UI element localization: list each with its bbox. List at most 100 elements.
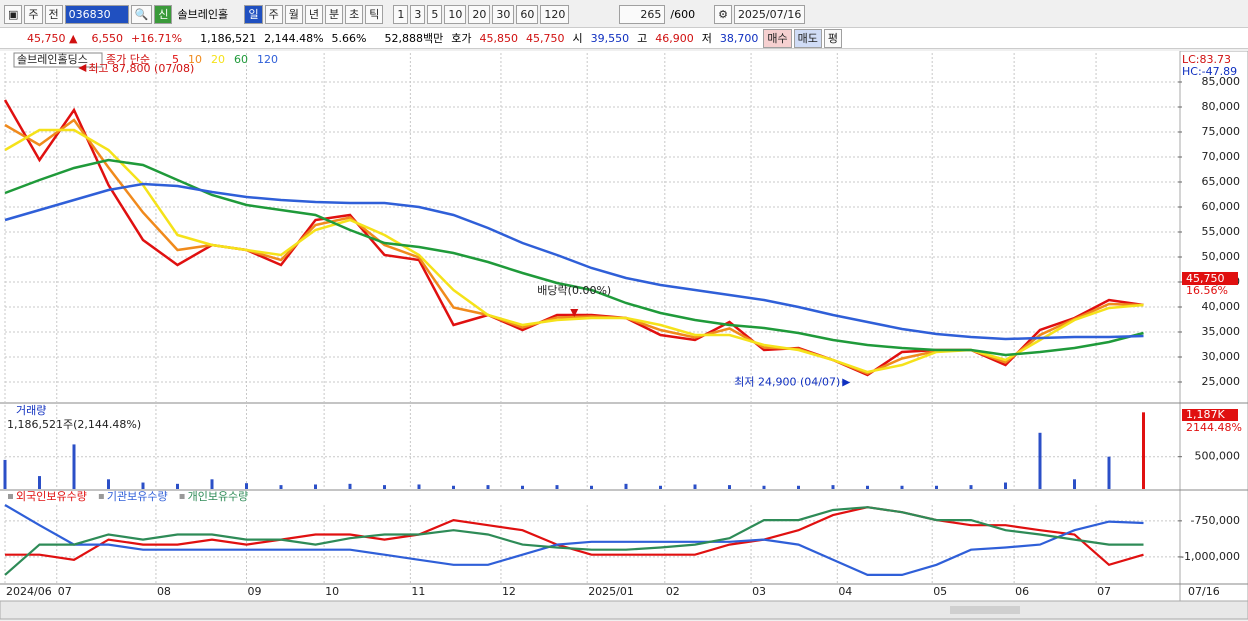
y-tick-label: 35,000 xyxy=(1202,325,1241,338)
series-line xyxy=(4,504,1144,576)
volume-bar xyxy=(417,484,421,489)
scrollbar[interactable] xyxy=(0,600,1248,620)
series-line xyxy=(4,158,1144,357)
y-tick-label: 60,000 xyxy=(1202,200,1241,213)
stock-name: 솔브레인홀 xyxy=(177,8,229,21)
plot-bg xyxy=(0,51,1248,601)
legend-item: 120 xyxy=(257,53,278,66)
search-button[interactable]: 🔍 xyxy=(130,4,153,24)
market-select[interactable]: 주 xyxy=(24,4,43,24)
scroll-thumb[interactable] xyxy=(950,606,1020,614)
x-tick-label: 2024/06 xyxy=(6,585,52,598)
x-tick-label: 11 xyxy=(411,585,425,598)
annotation-arrow xyxy=(78,64,87,72)
toolbar-button[interactable]: 초 xyxy=(345,4,364,24)
x-tick-label: 10 xyxy=(325,585,339,598)
volume-bar xyxy=(279,485,283,489)
annotation: 최저 24,900 (04/07) xyxy=(734,376,840,389)
x-tick-label: 02 xyxy=(666,585,680,598)
volume-bar xyxy=(762,485,766,489)
toolbar-button[interactable]: 월 xyxy=(284,4,303,24)
toolbar-button[interactable]: 주 xyxy=(264,4,283,24)
toolbar-button[interactable]: 1 xyxy=(393,4,409,24)
y-tick-label: 75,000 xyxy=(1202,125,1241,138)
toolbar-button[interactable]: 10 xyxy=(444,4,467,24)
count-input[interactable]: 265 xyxy=(619,4,666,24)
code-input[interactable]: 036830 xyxy=(64,4,129,24)
y-tick-label: 40,000 xyxy=(1202,300,1241,313)
end-date: 07/16 xyxy=(1188,585,1220,598)
compare-select[interactable]: 전 xyxy=(44,4,63,24)
toolbar-button[interactable]: 5 xyxy=(427,4,443,24)
volume-bar xyxy=(314,484,317,489)
volume-bar xyxy=(659,485,662,489)
date-input[interactable]: 2025/07/16 xyxy=(733,4,806,24)
legend-item: 10 xyxy=(188,53,202,66)
toolbar-button[interactable]: 3 xyxy=(410,4,426,24)
y-tick-label: 30,000 xyxy=(1202,350,1241,363)
legend-item: 5 xyxy=(172,53,179,66)
legend-item: 기관보유수량 xyxy=(107,490,168,503)
menu-button[interactable]: ▣ xyxy=(4,4,23,24)
quote-label: 호가 xyxy=(451,32,472,45)
x-tick-label: 06 xyxy=(1015,585,1029,598)
bid: 45,750 xyxy=(525,31,565,45)
y-tick-label: 25,000 xyxy=(1202,375,1241,388)
annotation: 배당락(0.00%) xyxy=(537,284,611,297)
toolbar-button[interactable]: 30 xyxy=(492,4,515,24)
legend-item: 20 xyxy=(211,53,225,66)
title-box xyxy=(13,52,103,68)
toolbar-button[interactable]: 틱 xyxy=(365,4,384,24)
lc-label: LC:83.73 xyxy=(1182,53,1231,66)
x-tick-label: 07 xyxy=(1097,585,1111,598)
badge: 신 xyxy=(154,4,173,24)
volume-bar xyxy=(452,485,455,489)
panel-title: 거래량 xyxy=(16,404,46,417)
y-tick-label: 55,000 xyxy=(1202,225,1241,238)
x-tick-label: 03 xyxy=(752,585,766,598)
buy-button[interactable]: 매수 xyxy=(763,28,792,48)
open-label: 시 xyxy=(572,32,583,45)
last-price: 45,750 xyxy=(1186,272,1225,285)
volume-bar xyxy=(1073,479,1076,489)
legend-item: 60 xyxy=(234,53,248,66)
x-tick-label: 05 xyxy=(933,585,947,598)
volume-bar xyxy=(1004,482,1007,489)
toolbar-button[interactable]: 분 xyxy=(324,4,344,24)
x-tick-label: 09 xyxy=(248,585,262,598)
y-tick-label: 70,000 xyxy=(1202,150,1241,163)
x-tick-label: 07 xyxy=(58,585,72,598)
toolbar-button[interactable]: 일 xyxy=(244,4,263,24)
tool-button[interactable]: ⚙ xyxy=(714,4,732,24)
toolbar-button[interactable]: 120 xyxy=(540,4,570,24)
volume-bar xyxy=(797,485,800,489)
sell-button[interactable]: 매도 xyxy=(793,28,822,48)
legend-swatch xyxy=(179,494,185,499)
count-max: /600 xyxy=(670,7,696,21)
change: 6,550 xyxy=(91,31,123,45)
toolbar-button[interactable]: 20 xyxy=(468,4,491,24)
y-tick-label: 50,000 xyxy=(1202,250,1241,263)
turnover: 5.66% xyxy=(331,31,367,45)
y-tick-label: 85,000 xyxy=(1202,75,1241,88)
volume-bar xyxy=(38,476,41,489)
toolbar-button[interactable]: 60 xyxy=(516,4,539,24)
volume: 1,186,521 xyxy=(200,31,257,45)
high-label: 고 xyxy=(637,32,648,45)
info-bar: 45,750 ▲ 6,550 +16.71% 1,186,521 2,144.4… xyxy=(0,27,1248,49)
hc-label: HC:-47.89 xyxy=(1182,65,1237,78)
x-tick-label: 08 xyxy=(157,585,171,598)
volume-bar xyxy=(1142,412,1145,489)
volume-bar xyxy=(728,485,731,489)
volume-bar xyxy=(900,485,904,489)
volume-bar xyxy=(486,485,490,489)
toolbar-button[interactable]: 년 xyxy=(304,4,323,24)
volume-rate: 2,144.48% xyxy=(264,31,324,45)
legend-item: 외국인보유수량 xyxy=(16,490,87,503)
interval-group: 1 3 5 10 20 30 60 120 xyxy=(393,4,570,24)
open: 39,550 xyxy=(590,31,630,45)
avg-button[interactable]: 평 xyxy=(823,28,842,48)
last-volume: 1,187K xyxy=(1186,408,1225,421)
rate: +16.71% xyxy=(130,31,183,45)
